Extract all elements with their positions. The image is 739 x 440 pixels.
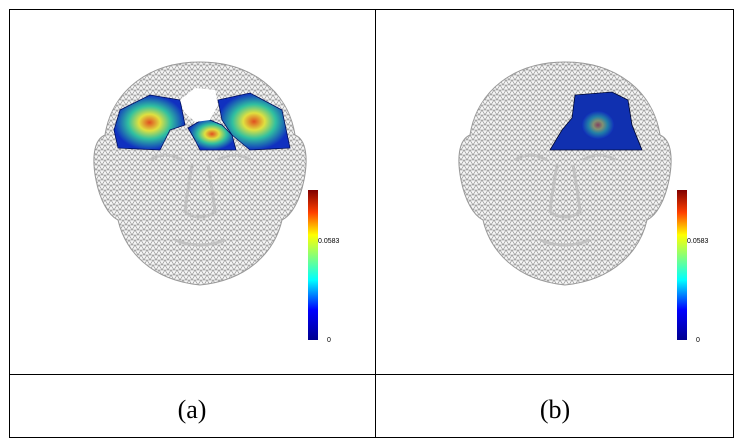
caption: (a)	[178, 395, 207, 424]
panel: 0.0583 0 (b)	[459, 62, 709, 424]
figure: 0.0583 0 (a) 0.0583 0 (b)	[0, 0, 739, 440]
activation-patch	[582, 111, 614, 139]
head-mesh	[459, 62, 671, 285]
colorbar	[677, 190, 687, 340]
colorbar-min-label: 0	[327, 337, 331, 344]
panel: 0.0583 0 (a)	[94, 62, 340, 424]
colorbar	[308, 190, 318, 340]
colorbar-min-label: 0	[696, 337, 700, 344]
colorbar-max-label: 0.0583	[318, 238, 340, 245]
colorbar-max-label: 0.0583	[687, 238, 709, 245]
caption: (b)	[540, 395, 570, 424]
